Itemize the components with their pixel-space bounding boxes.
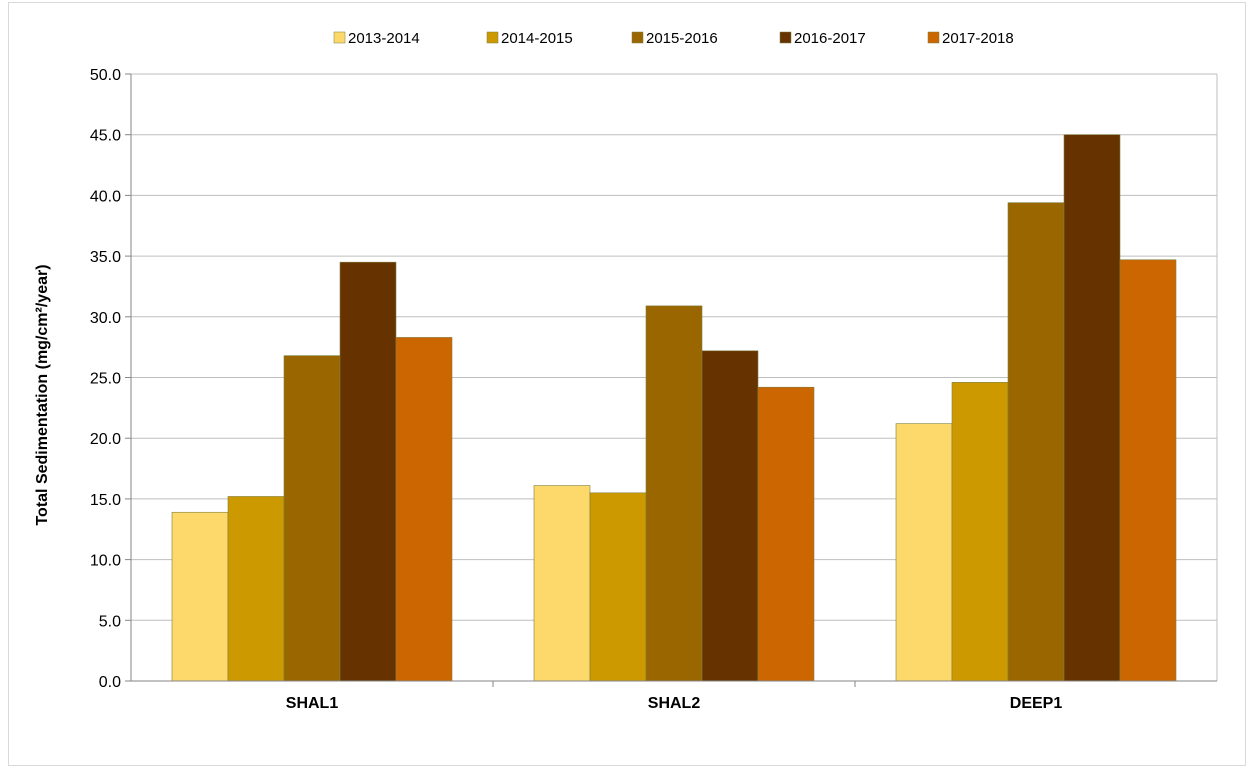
bar: [1119, 259, 1177, 682]
y-axis-label: Total Sedimentation (mg/cm²/year): [34, 264, 51, 525]
legend-label: 2016-2017: [794, 30, 866, 47]
bar: [1063, 134, 1121, 682]
x-tick-label: DEEP1: [1010, 695, 1063, 712]
bar: [395, 337, 453, 682]
bar: [227, 496, 285, 682]
y-tick-label: 35.0: [90, 249, 121, 266]
legend-label: 2015-2016: [646, 30, 718, 47]
bar: [951, 382, 1009, 682]
legend: 2013-2014 2014-2015 2015-2016 2016-2017 2017…: [333, 30, 1014, 47]
bar: [645, 305, 703, 682]
legend-swatch: [779, 31, 792, 44]
bar: [339, 261, 397, 682]
y-tick-label: 5.0: [99, 613, 121, 630]
bar: [589, 492, 647, 682]
legend-swatch: [486, 31, 499, 44]
bar: [895, 423, 953, 682]
y-tick-label: 25.0: [90, 371, 121, 388]
bars: [171, 134, 1177, 682]
legend-swatch: [631, 31, 644, 44]
bar: [171, 511, 229, 682]
y-tick-label: 10.0: [90, 553, 121, 570]
bar: [757, 386, 815, 682]
y-tick-label: 20.0: [90, 431, 121, 448]
bar: [701, 350, 759, 682]
bar: [283, 355, 341, 682]
y-tick-label: 40.0: [90, 188, 121, 205]
legend-label: 2017-2018: [942, 30, 1014, 47]
y-tick-label: 0.0: [99, 674, 121, 691]
x-tick-label: SHAL2: [648, 695, 701, 712]
axes: 0.0 5.0 10.0 15.0 20.0 25.0 30.0 35.0 40.0 45.0 50…: [90, 67, 1217, 712]
y-tick-label: 30.0: [90, 310, 121, 327]
bar: [533, 485, 591, 682]
y-tick-label: 15.0: [90, 492, 121, 509]
legend-swatch: [333, 31, 346, 44]
x-tick-label: SHAL1: [286, 695, 339, 712]
legend-label: 2014-2015: [501, 30, 573, 47]
legend-swatch: [927, 31, 940, 44]
bar: [1007, 202, 1065, 682]
y-tick-label: 50.0: [90, 67, 121, 84]
legend-label: 2013-2014: [348, 30, 420, 47]
y-tick-label: 45.0: [90, 128, 121, 145]
